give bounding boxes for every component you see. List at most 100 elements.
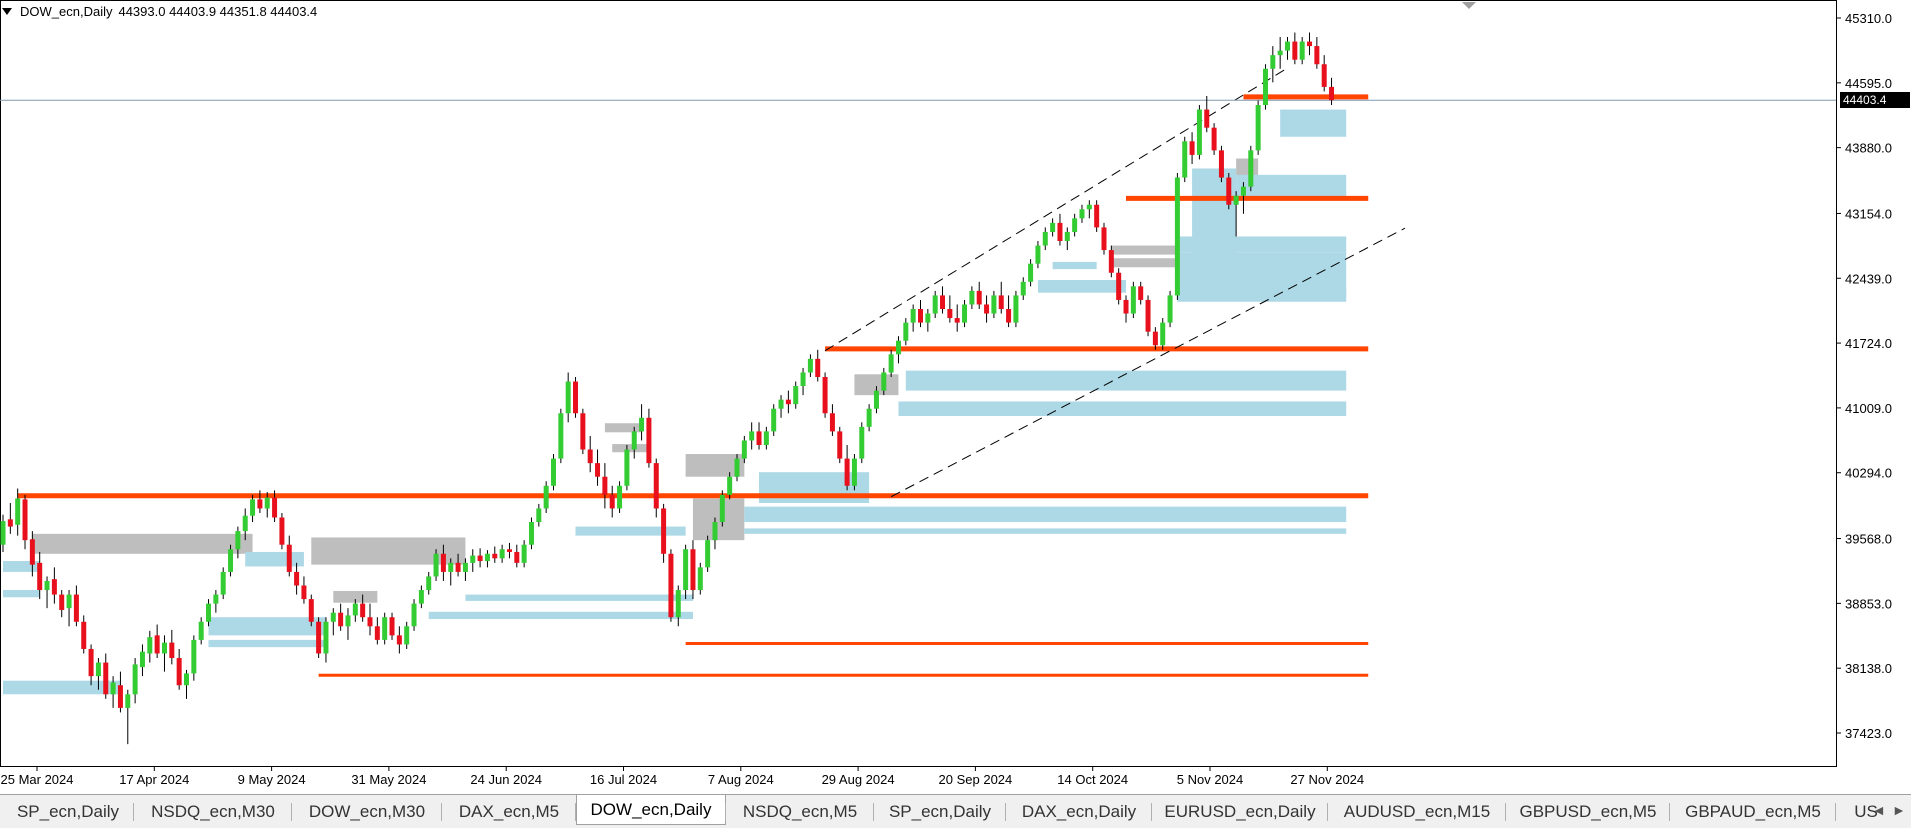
chart-tab[interactable]: DOW_ecn,Daily bbox=[576, 795, 726, 825]
tab-separator bbox=[291, 803, 292, 821]
tab-scroll-left-icon[interactable]: ◄ bbox=[1872, 802, 1886, 818]
bull-candle bbox=[1072, 218, 1078, 232]
blue-zone bbox=[208, 639, 326, 648]
bear-candle bbox=[440, 553, 446, 572]
chart-tab[interactable]: US bbox=[1854, 802, 1878, 821]
bear-candle bbox=[1218, 150, 1224, 178]
bear-candle bbox=[653, 463, 659, 509]
x-tick-label: 9 May 2024 bbox=[238, 772, 306, 787]
bear-candle bbox=[646, 417, 652, 464]
dropdown-triangle-icon[interactable] bbox=[2, 8, 12, 15]
bull-candle bbox=[727, 476, 733, 495]
y-tick-label: 44595.0 bbox=[1845, 76, 1892, 91]
x-tick-label: 7 Aug 2024 bbox=[708, 772, 774, 787]
bull-candle bbox=[0, 521, 6, 545]
bull-candle bbox=[705, 540, 711, 568]
bull-candle bbox=[95, 662, 101, 677]
gray-zone bbox=[311, 537, 466, 565]
bull-candle bbox=[433, 553, 439, 577]
blue-zone bbox=[1037, 279, 1127, 293]
blue-zone bbox=[575, 526, 686, 536]
chart-tab[interactable]: DAX_ecn,Daily bbox=[1021, 802, 1137, 821]
bear-candle bbox=[29, 539, 35, 565]
tab-separator bbox=[133, 803, 134, 821]
tab-separator bbox=[1505, 803, 1506, 821]
tab-separator bbox=[1669, 803, 1670, 821]
chart-tab[interactable]: NSDQ_ecn,M30 bbox=[151, 802, 275, 821]
bull-candle bbox=[206, 603, 212, 622]
bull-candle bbox=[551, 458, 556, 486]
chart-shift-marker-icon[interactable] bbox=[1462, 2, 1476, 9]
blue-zone bbox=[905, 370, 1347, 391]
gray-zone bbox=[333, 590, 378, 603]
bull-candle bbox=[536, 508, 542, 523]
bull-candle bbox=[1262, 68, 1268, 106]
bull-candle bbox=[617, 485, 623, 509]
chart-tab[interactable]: NSDQ_ecn,M5 bbox=[742, 802, 858, 821]
x-tick-label: 20 Sep 2024 bbox=[939, 772, 1013, 787]
bull-candle bbox=[1035, 245, 1041, 264]
y-tick-label: 43880.0 bbox=[1845, 141, 1892, 156]
bear-candle bbox=[947, 309, 953, 319]
bear-candle bbox=[940, 295, 946, 310]
bear-candle bbox=[51, 579, 57, 595]
bear-candle bbox=[88, 648, 94, 677]
blue-zone bbox=[465, 594, 693, 601]
y-tick-label: 41724.0 bbox=[1845, 336, 1892, 351]
blue-zone bbox=[208, 617, 326, 636]
bull-candle bbox=[198, 621, 204, 640]
bear-candle bbox=[668, 553, 674, 618]
bull-candle bbox=[426, 576, 432, 591]
bull-candle bbox=[1086, 204, 1092, 210]
bear-candle bbox=[1321, 64, 1327, 87]
bull-candle bbox=[1248, 150, 1254, 187]
bear-candle bbox=[587, 449, 593, 464]
current-price-label: 44403.4 bbox=[1840, 92, 1910, 109]
chart-tab[interactable]: SP_ecn,Daily bbox=[888, 802, 992, 821]
bear-candle bbox=[1307, 41, 1313, 47]
bull-candle bbox=[763, 431, 769, 445]
bull-candle bbox=[778, 399, 784, 409]
bull-candle bbox=[675, 590, 681, 618]
tab-scroll-right-icon[interactable]: ► bbox=[1892, 802, 1906, 818]
bull-candle bbox=[484, 553, 490, 562]
bear-candle bbox=[492, 553, 498, 559]
bear-candle bbox=[1204, 109, 1210, 128]
chart-tab[interactable]: AUDUSD_ecn,M15 bbox=[1343, 802, 1491, 821]
bull-candle bbox=[910, 309, 916, 323]
bull-candle bbox=[1013, 295, 1019, 323]
bull-candle bbox=[1233, 195, 1239, 205]
bull-candle bbox=[932, 295, 938, 314]
tab-separator bbox=[1327, 803, 1328, 821]
bear-candle bbox=[7, 519, 13, 527]
bull-candle bbox=[895, 340, 901, 355]
chart-tab[interactable]: GBPAUD_ecn,M5 bbox=[1685, 802, 1821, 821]
chart-tab[interactable]: EURUSD_ecn,Daily bbox=[1164, 802, 1316, 821]
bear-candle bbox=[286, 544, 292, 572]
bull-candle bbox=[1240, 186, 1246, 196]
bull-candle bbox=[411, 603, 417, 627]
y-tick-label: 45310.0 bbox=[1845, 11, 1892, 26]
bear-candle bbox=[117, 685, 123, 708]
chart-tab[interactable]: SP_ecn,Daily bbox=[16, 802, 120, 821]
blue-zone bbox=[1177, 236, 1347, 253]
bull-candle bbox=[528, 522, 534, 545]
chart-tab[interactable]: DOW_ecn,M30 bbox=[308, 802, 426, 821]
bear-candle bbox=[272, 497, 278, 518]
blue-zone bbox=[1236, 174, 1347, 198]
bull-candle bbox=[1196, 109, 1202, 155]
bull-candle bbox=[866, 408, 872, 427]
bull-candle bbox=[1270, 55, 1276, 69]
x-tick-label: 27 Nov 2024 bbox=[1290, 772, 1364, 787]
bear-candle bbox=[514, 551, 520, 563]
bear-candle bbox=[1057, 222, 1063, 242]
blue-zone bbox=[1280, 109, 1347, 137]
bull-candle bbox=[1042, 231, 1048, 246]
chart-tab[interactable]: DAX_ecn,M5 bbox=[458, 802, 560, 821]
chart-area[interactable]: 45310.0 44595.0 43880.0 43154.0 42439.0 41724… bbox=[0, 0, 1911, 794]
price-chart[interactable]: 45310.0 44595.0 43880.0 43154.0 42439.0 41724… bbox=[0, 0, 1911, 794]
bear-candle bbox=[22, 499, 28, 541]
bull-candle bbox=[639, 417, 645, 432]
chart-tab[interactable]: GBPUSD_ecn,M5 bbox=[1519, 802, 1657, 821]
bear-candle bbox=[81, 621, 87, 649]
